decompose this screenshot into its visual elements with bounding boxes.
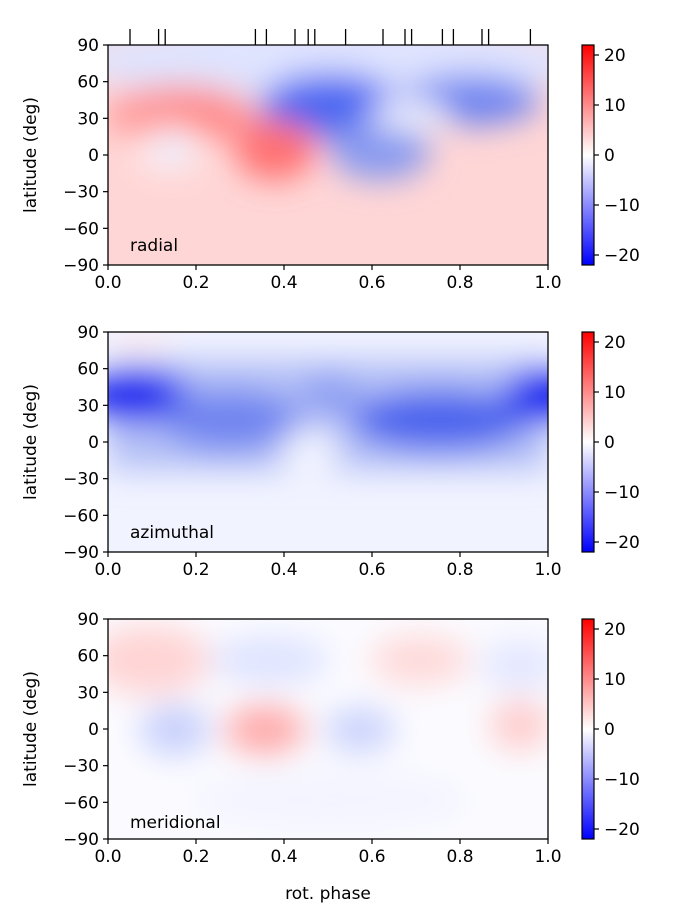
heatmap-radial [108, 45, 548, 265]
y-tick-label: 30 [77, 396, 99, 416]
y-tick-label: 90 [77, 323, 99, 343]
x-tick-label: 0.4 [270, 847, 297, 867]
colorbar-tick-label: −10 [604, 483, 640, 503]
x-tick-label: 0.8 [446, 273, 473, 293]
ylabel-radial: latitude (deg) [21, 97, 41, 213]
colorbar-tick-label: 20 [604, 46, 626, 66]
colorbar-tick-label: −20 [604, 820, 640, 840]
x-tick-label: 1.0 [534, 560, 561, 580]
y-tick-label: 60 [77, 647, 99, 667]
ylabel-azimuthal: latitude (deg) [21, 384, 41, 500]
y-tick-label: −90 [63, 830, 99, 850]
xlabel-rot-phase: rot. phase [285, 884, 371, 904]
colorbar-tick-label: 0 [604, 146, 615, 166]
y-tick-label: 60 [77, 73, 99, 93]
y-tick-label: 0 [88, 433, 99, 453]
y-tick-label: −60 [63, 793, 99, 813]
x-tick-label: 0.0 [94, 560, 121, 580]
y-tick-label: 30 [77, 683, 99, 703]
colorbar-tick-label: 10 [604, 96, 626, 116]
x-tick-label: 1.0 [534, 273, 561, 293]
y-tick-label: 30 [77, 109, 99, 129]
panel-radial: 0.0 0.2 0.4 0.6 0.8 1.0 90 60 30 0 −30 −60 −90 radia… [21, 29, 640, 293]
heatmap-azimuthal-features [108, 332, 548, 470]
colorbar-radial: 20 10 0 −10 −20 [581, 44, 640, 266]
y-tick-label: −60 [63, 506, 99, 526]
panel-azimuthal: 0.0 0.2 0.4 0.6 0.8 1.0 90 60 30 0 −30 −60 −90 azimu… [21, 323, 640, 580]
colorbar-gradient [581, 44, 595, 266]
colorbar-tick-label: 20 [604, 333, 626, 353]
y-tick-label: 0 [88, 720, 99, 740]
heatmap-meridional [108, 619, 548, 839]
y-tick-label: −30 [63, 757, 99, 777]
heatmap-radial-features [108, 45, 548, 180]
x-tick-label: 0.0 [94, 273, 121, 293]
x-tick-label: 0.2 [182, 847, 209, 867]
x-tick-label: 0.4 [270, 273, 297, 293]
x-tick-label: 0.6 [358, 560, 385, 580]
x-tick-label: 0.6 [358, 847, 385, 867]
heatmap-azimuthal [108, 332, 548, 552]
colorbar-tick-label: −10 [604, 196, 640, 216]
y-tick-label: 60 [77, 360, 99, 380]
y-tick-label: −90 [63, 256, 99, 276]
colorbar-meridional: 20 10 0 −10 −20 [581, 618, 640, 840]
colorbar-tick-label: 20 [604, 620, 626, 640]
panel-meridional: 0.0 0.2 0.4 0.6 0.8 1.0 90 60 30 0 −30 −60 −90 merid… [21, 610, 640, 904]
axis-ticks-meridional: 0.0 0.2 0.4 0.6 0.8 1.0 90 60 30 0 −30 −60 −90 [63, 610, 561, 867]
colorbar-tick-label: −20 [604, 246, 640, 266]
x-tick-label: 0.2 [182, 273, 209, 293]
panel-label-azimuthal: azimuthal [130, 523, 214, 543]
panel-label-meridional: meridional [130, 813, 221, 833]
y-tick-label: 90 [77, 36, 99, 56]
x-tick-label: 1.0 [534, 847, 561, 867]
x-tick-label: 0.8 [446, 560, 473, 580]
colorbar-azimuthal: 20 10 0 −10 −20 [581, 331, 640, 553]
ylabel-meridional: latitude (deg) [21, 671, 41, 787]
x-tick-label: 0.4 [270, 560, 297, 580]
colorbar-tick-label: 0 [604, 433, 615, 453]
x-tick-label: 0.8 [446, 847, 473, 867]
colorbar-gradient [581, 618, 595, 840]
axis-ticks-radial: 0.0 0.2 0.4 0.6 0.8 1.0 90 60 30 0 −30 −60 −90 [63, 36, 561, 293]
observation-phase-ticks [129, 29, 532, 45]
y-tick-label: −90 [63, 543, 99, 563]
colorbar-tick-label: −10 [604, 770, 640, 790]
y-tick-label: −30 [63, 183, 99, 203]
y-tick-label: −60 [63, 219, 99, 239]
colorbar-gradient [581, 331, 595, 553]
colorbar-tick-label: 10 [604, 670, 626, 690]
y-tick-label: −30 [63, 470, 99, 490]
x-tick-label: 0.2 [182, 560, 209, 580]
panel-label-radial: radial [130, 236, 178, 256]
y-tick-label: 90 [77, 610, 99, 630]
colorbar-tick-label: −20 [604, 533, 640, 553]
x-tick-label: 0.6 [358, 273, 385, 293]
colorbar-tick-label: 10 [604, 383, 626, 403]
heatmap-meridional-features [108, 625, 548, 830]
axis-ticks-azimuthal: 0.0 0.2 0.4 0.6 0.8 1.0 90 60 30 0 −30 −60 −90 [63, 323, 561, 580]
x-tick-label: 0.0 [94, 847, 121, 867]
y-tick-label: 0 [88, 146, 99, 166]
colorbar-tick-label: 0 [604, 720, 615, 740]
